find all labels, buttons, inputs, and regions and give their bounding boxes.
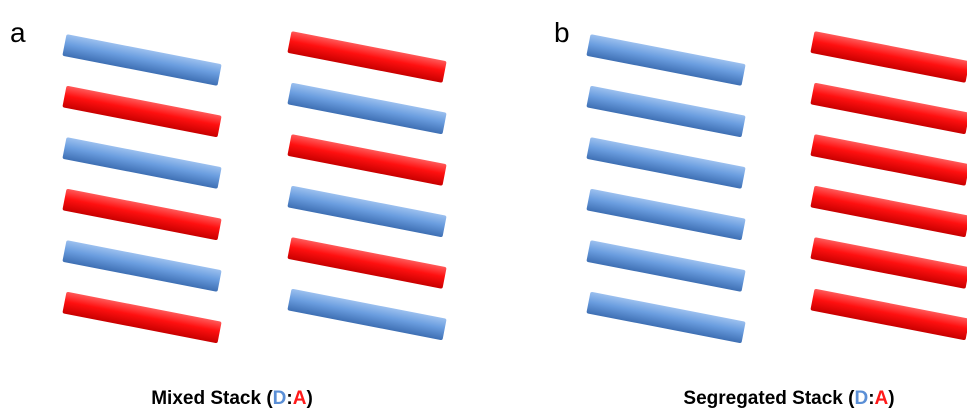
acceptor-molecule [62, 189, 221, 241]
donor-molecule [586, 240, 745, 292]
donor-molecule [62, 137, 221, 189]
acceptor-molecule [62, 292, 221, 344]
acceptor-molecule [810, 289, 967, 341]
acceptor: A [293, 388, 307, 409]
acceptor-molecule [287, 237, 446, 289]
acceptor-molecule [810, 237, 967, 289]
figure: a b Mixed Stack (D:A) Segregated Stack (… [0, 0, 967, 410]
acceptor-molecule [810, 186, 967, 238]
donor-molecule [586, 34, 745, 86]
acceptor-molecule [287, 31, 446, 83]
donor-molecule [287, 186, 446, 238]
caption: Mixed Stack (D:A) [151, 388, 313, 409]
caption-text: ) [306, 388, 312, 409]
donor-molecule [586, 137, 745, 189]
acceptor-molecule [810, 83, 967, 135]
donor-molecule [586, 292, 745, 344]
caption-text: ) [888, 388, 894, 409]
acceptor-molecule [62, 86, 221, 138]
stacks [62, 31, 967, 343]
acceptor-molecule [810, 31, 967, 83]
caption: Segregated Stack (D:A) [683, 388, 894, 409]
donor: D [854, 388, 868, 409]
donor-molecule [287, 83, 446, 135]
caption-text: Mixed Stack ( [151, 388, 273, 409]
panel-label: a [10, 17, 26, 48]
acceptor-molecule [810, 134, 967, 186]
donor-molecule [62, 34, 221, 86]
panel-label: b [554, 17, 570, 48]
donor-molecule [586, 86, 745, 138]
caption-text: Segregated Stack ( [683, 388, 855, 409]
acceptor-molecule [287, 134, 446, 186]
donor-molecule [62, 240, 221, 292]
donor-molecule [586, 189, 745, 241]
acceptor: A [875, 388, 889, 409]
donor-molecule [287, 289, 446, 341]
donor: D [273, 388, 287, 409]
